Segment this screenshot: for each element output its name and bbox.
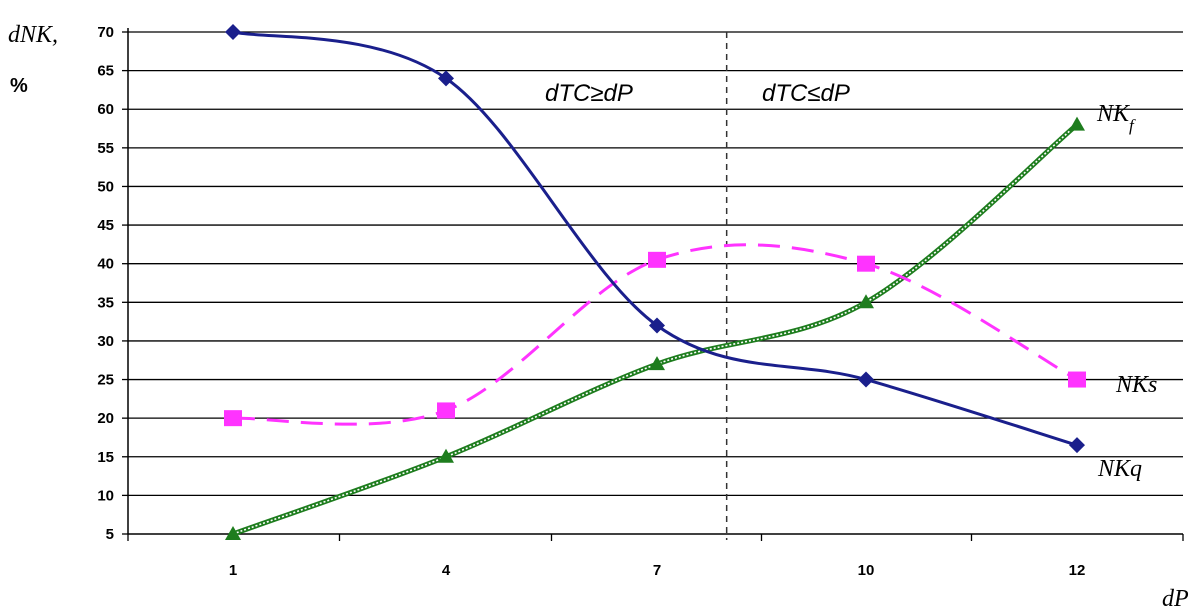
y-tick-label: 30 — [97, 333, 114, 350]
data-point-nks — [1068, 371, 1086, 388]
data-point-nkq — [649, 317, 665, 334]
data-point-nks — [648, 251, 666, 268]
x-tick-label: 1 — [229, 562, 237, 579]
series-line-nkq — [232, 30, 1078, 447]
series-label-nks: NKs — [1115, 372, 1157, 398]
grid-lines — [128, 31, 1183, 497]
series-layer — [224, 24, 1086, 540]
y-tick-label: 10 — [97, 487, 114, 504]
x-tick-label: 4 — [442, 562, 451, 579]
region-label-right: dTC≤dP — [762, 80, 850, 107]
data-point-nk-f — [858, 294, 874, 309]
y-tick-label: 70 — [97, 24, 114, 41]
y-tick-label: 20 — [97, 410, 114, 427]
axes: 5 10 15 20 25 30 35 40 45 50 55 60 65 70 1 4 7 10 12 — [97, 24, 1184, 579]
data-point-nkq — [1069, 437, 1085, 454]
x-axis-title: dP — [1162, 586, 1189, 610]
data-point-nk-f — [225, 526, 241, 540]
data-point-nks — [437, 402, 455, 419]
y-tick-label: 65 — [97, 63, 114, 80]
y-axis-unit: % — [10, 75, 28, 97]
series-label-nkq: NKq — [1097, 456, 1142, 482]
series-line-nks — [232, 243, 1078, 426]
x-tick-label: 12 — [1069, 562, 1086, 579]
x-tick-label: 7 — [653, 562, 661, 579]
data-point-nkq — [438, 70, 454, 87]
data-point-nk-f — [1069, 116, 1085, 131]
y-tick-label: 35 — [97, 294, 114, 311]
series-label-nkf: NKf — [1096, 101, 1136, 135]
data-point-nks — [857, 255, 875, 272]
data-point-nk-f — [649, 356, 665, 371]
y-tick-label: 55 — [97, 140, 114, 157]
y-axis-title: dNK, — [8, 22, 58, 48]
y-tick-label: 15 — [97, 449, 114, 466]
x-tick-label: 10 — [858, 562, 875, 579]
y-tick-label: 60 — [97, 101, 114, 118]
data-point-nkq — [858, 371, 874, 388]
labels: dNK, % dP dTC≥dP dTC≤dP NKf NKs NKq — [8, 22, 1189, 610]
data-point-nks — [224, 410, 242, 427]
y-tick-label: 5 — [106, 526, 114, 543]
y-tick-label: 45 — [97, 217, 114, 234]
y-tick-label: 25 — [97, 372, 114, 389]
y-tick-label: 50 — [97, 178, 114, 195]
data-point-nkq — [225, 24, 241, 40]
data-point-nk-f — [438, 448, 454, 463]
region-label-left: dTC≥dP — [545, 80, 633, 107]
y-tick-label: 40 — [97, 256, 114, 273]
